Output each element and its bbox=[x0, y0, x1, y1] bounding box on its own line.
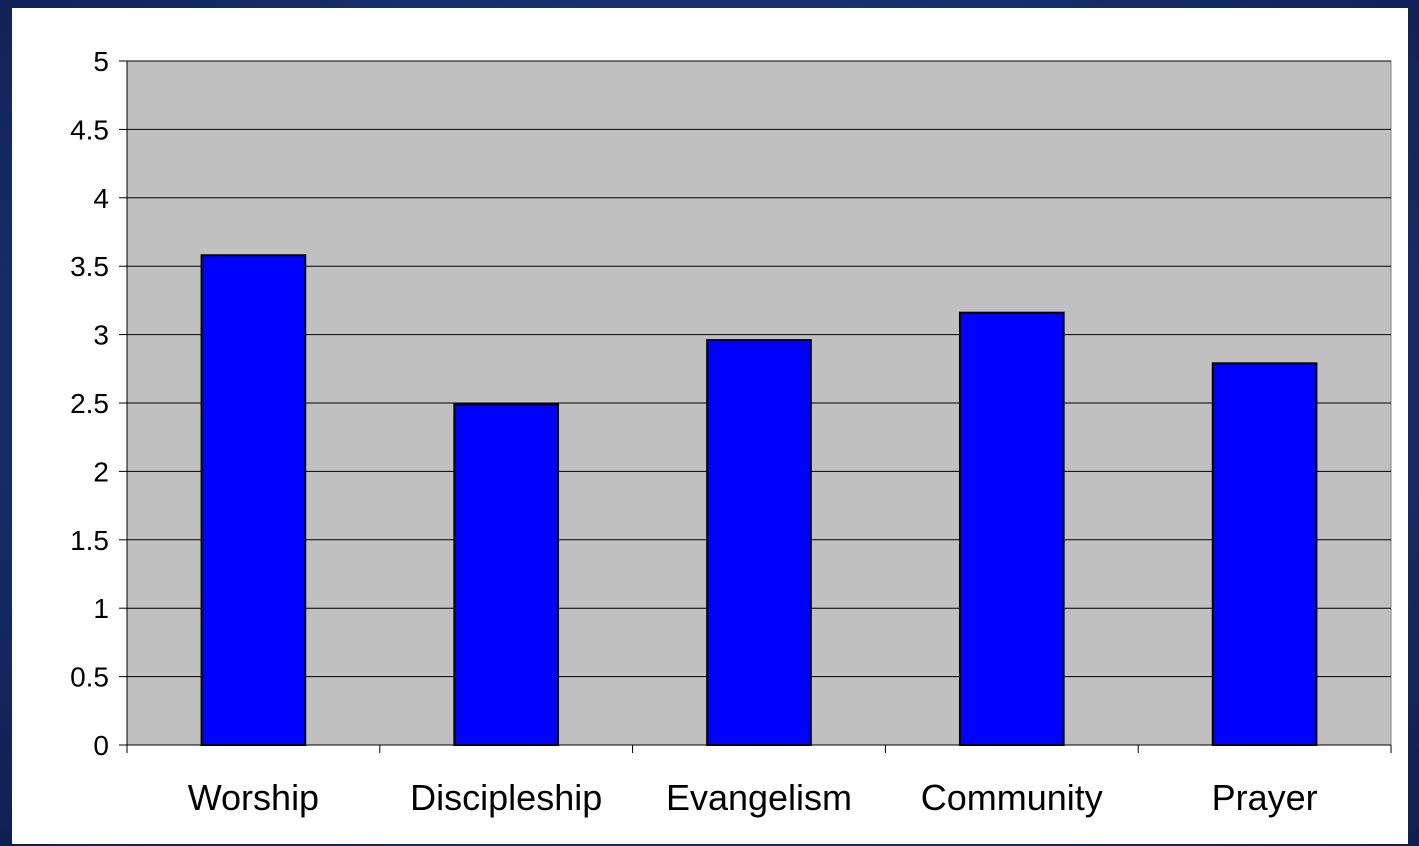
y-tick-label: 2 bbox=[93, 456, 109, 487]
y-tick-label: 1 bbox=[93, 593, 109, 624]
bar-evangelism bbox=[706, 339, 812, 746]
y-tick-label: 1.5 bbox=[70, 525, 109, 556]
x-category-label: Community bbox=[921, 777, 1103, 818]
axes bbox=[119, 60, 1392, 753]
y-tick-label: 5 bbox=[93, 46, 109, 77]
y-tick-label: 4.5 bbox=[70, 114, 109, 145]
bar-prayer bbox=[1211, 362, 1318, 746]
bar-community bbox=[958, 311, 1065, 746]
gridlines bbox=[127, 60, 1391, 678]
y-tick-label: 0 bbox=[93, 730, 109, 761]
bar-discipleship bbox=[453, 403, 560, 746]
bar-worship bbox=[200, 254, 307, 746]
y-tick-label: 0.5 bbox=[70, 662, 109, 693]
y-tick-label: 3.5 bbox=[70, 251, 109, 282]
x-category-label: Prayer bbox=[1212, 777, 1318, 818]
bar-chart: 0 0.5 1 1.5 2 2.5 3 3.5 4 4.5 5 Worship Discipleship… bbox=[70, 46, 1392, 818]
x-category-label: Evangelism bbox=[666, 777, 852, 818]
axis-labels: 0 0.5 1 1.5 2 2.5 3 3.5 4 4.5 5 Worship Discipleship… bbox=[70, 46, 1318, 818]
chart-panel: 0 0.5 1 1.5 2 2.5 3 3.5 4 4.5 5 Worship Discipleship… bbox=[12, 8, 1408, 844]
y-tick-label: 4 bbox=[93, 183, 109, 214]
x-category-label: Discipleship bbox=[410, 777, 602, 818]
y-tick-label: 2.5 bbox=[70, 388, 109, 419]
y-tick-label: 3 bbox=[93, 320, 109, 351]
x-category-label: Worship bbox=[188, 777, 319, 818]
